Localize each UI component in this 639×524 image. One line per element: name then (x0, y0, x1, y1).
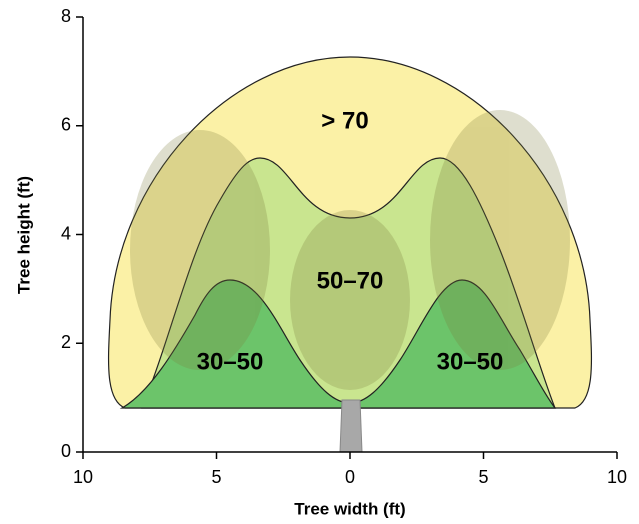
chart: Tree width (ft) Tree height (ft) 10 5 0 5 10… (0, 0, 639, 524)
y-tick-label: 2 (61, 332, 71, 352)
zone-label: 50–70 (317, 267, 384, 294)
x-tick-label: 0 (345, 467, 355, 487)
x-axis-title: Tree width (ft) (294, 499, 405, 518)
y-tick-label: 0 (61, 441, 71, 461)
zone-label: 30–50 (197, 348, 264, 375)
y-tick-label: 6 (61, 115, 71, 135)
x-tick-label: 5 (211, 467, 221, 487)
zone-label: 30–50 (437, 348, 504, 375)
x-tick-label: 5 (478, 467, 488, 487)
y-tick-label: 8 (61, 6, 71, 26)
zone-label: > 70 (321, 107, 368, 134)
x-tick-label: 10 (607, 467, 627, 487)
y-axis-title: Tree height (ft) (14, 176, 33, 294)
trunk (340, 400, 362, 452)
y-tick-label: 4 (61, 223, 71, 243)
x-tick-label: 10 (73, 467, 93, 487)
